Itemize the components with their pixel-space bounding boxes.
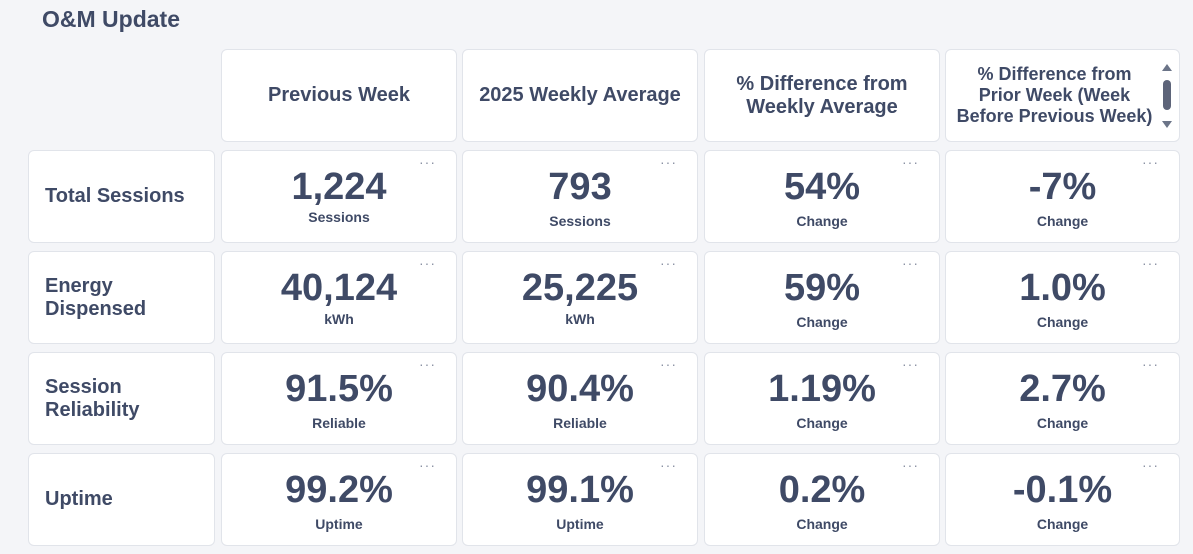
column-header-label: % Difference from Prior Week (Week Befor… [956,64,1153,126]
page-title: O&M Update [42,6,180,32]
metric-unit: Change [796,516,848,532]
metric-unit: Change [796,213,848,229]
column-header-previous-week: Previous Week [221,49,457,142]
metric-card-energy-dispensed-previous-week: ··· 40,124 kWh [221,251,457,344]
metric-card-uptime-diff-weekly-average: ··· 0.2% Change [704,453,940,546]
metric-unit: Uptime [556,516,604,532]
metric-card-uptime-diff-prior-week: ··· -0.1% Change [945,453,1180,546]
more-horizontal-icon[interactable]: ··· [419,457,436,473]
scrollbar-thumb[interactable] [1163,80,1171,110]
metric-unit: Change [1036,314,1089,330]
more-horizontal-icon[interactable]: ··· [419,356,436,372]
metric-card-session-reliability-previous-week: ··· 91.5% Reliable [221,352,457,445]
scroll-up-arrow-icon[interactable] [1162,64,1172,71]
row-header-session-reliability: Session Reliability [28,352,215,445]
metric-value: 793 [548,166,612,208]
metric-card-energy-dispensed-diff-prior-week: ··· 1.0% Change [945,251,1180,344]
metric-value: 90.4% [526,368,634,410]
metric-unit: Change [1036,213,1089,229]
row-header-label: Session Reliability [45,375,140,421]
metric-unit: Change [1036,415,1089,431]
column-header-diff-prior-week: % Difference from Prior Week (Week Befor… [945,49,1180,142]
more-horizontal-icon[interactable]: ··· [902,356,919,372]
more-horizontal-icon[interactable]: ··· [1142,255,1159,271]
column-header-label: % Difference from Weekly Average [736,72,908,118]
metric-value: 59% [783,267,861,309]
row-header-uptime: Uptime [28,453,215,546]
column-header-label: 2025 Weekly Average [479,84,681,106]
more-horizontal-icon[interactable]: ··· [419,255,436,271]
more-horizontal-icon[interactable]: ··· [902,154,919,170]
metric-card-session-reliability-weekly-average: ··· 90.4% Reliable [462,352,698,445]
metric-card-uptime-weekly-average: ··· 99.1% Uptime [462,453,698,546]
more-horizontal-icon[interactable]: ··· [660,356,677,372]
more-horizontal-icon[interactable]: ··· [1142,356,1159,372]
row-header-label: Uptime [45,488,113,510]
metric-card-total-sessions-diff-weekly-average: ··· 54% Change [704,150,940,243]
metric-card-total-sessions-diff-prior-week: ··· -7% Change [945,150,1180,243]
more-horizontal-icon[interactable]: ··· [902,255,919,271]
metric-value: 0.2% [778,469,866,511]
metric-card-energy-dispensed-diff-weekly-average: ··· 59% Change [704,251,940,344]
metric-unit: Sessions [549,213,611,229]
metric-value: 99.2% [285,469,393,511]
column-header-diff-weekly-average: % Difference from Weekly Average [704,49,940,142]
scroll-down-arrow-icon[interactable] [1162,121,1172,128]
column-header-weekly-average: 2025 Weekly Average [462,49,698,142]
header-scrollbar[interactable] [1160,64,1174,128]
metric-card-uptime-previous-week: ··· 99.2% Uptime [221,453,457,546]
metric-value: 1.19% [768,368,876,410]
metric-card-session-reliability-diff-weekly-average: ··· 1.19% Change [704,352,940,445]
more-horizontal-icon[interactable]: ··· [660,154,677,170]
more-horizontal-icon[interactable]: ··· [902,457,919,473]
metric-unit: Change [796,314,848,330]
metric-value: 99.1% [526,469,634,511]
metric-card-energy-dispensed-weekly-average: ··· 25,225 kWh [462,251,698,344]
column-header-label: Previous Week [268,84,410,106]
metric-value: 1,224 [291,166,387,208]
metric-value: 40,124 [280,267,398,309]
row-header-total-sessions: Total Sessions [28,150,215,243]
metric-unit: kWh [324,311,354,327]
metric-card-total-sessions-previous-week: ··· 1,224 Sessions [221,150,457,243]
metric-card-session-reliability-diff-prior-week: ··· 2.7% Change [945,352,1180,445]
row-header-label: Total Sessions [45,185,185,207]
more-horizontal-icon[interactable]: ··· [1142,154,1159,170]
metric-unit: Reliable [553,415,607,431]
metric-value: -0.1% [1012,469,1113,511]
row-header-energy-dispensed: Energy Dispensed [28,251,215,344]
more-horizontal-icon[interactable]: ··· [660,255,677,271]
metric-value: 25,225 [521,267,639,309]
more-horizontal-icon[interactable]: ··· [419,154,436,170]
metric-value: 1.0% [1019,267,1106,309]
metric-unit: Sessions [308,209,370,225]
metric-unit: Change [796,415,848,431]
more-horizontal-icon[interactable]: ··· [660,457,677,473]
metric-unit: Uptime [315,516,363,532]
row-header-label: Energy Dispensed [45,274,147,320]
metric-value: 54% [783,166,861,208]
metric-value: 2.7% [1019,368,1106,410]
metric-unit: kWh [565,311,595,327]
metric-value: 91.5% [285,368,393,410]
metric-value: -7% [1028,166,1097,208]
metric-unit: Reliable [312,415,366,431]
more-horizontal-icon[interactable]: ··· [1142,457,1159,473]
metric-unit: Change [1036,516,1089,532]
metric-card-total-sessions-weekly-average: ··· 793 Sessions [462,150,698,243]
